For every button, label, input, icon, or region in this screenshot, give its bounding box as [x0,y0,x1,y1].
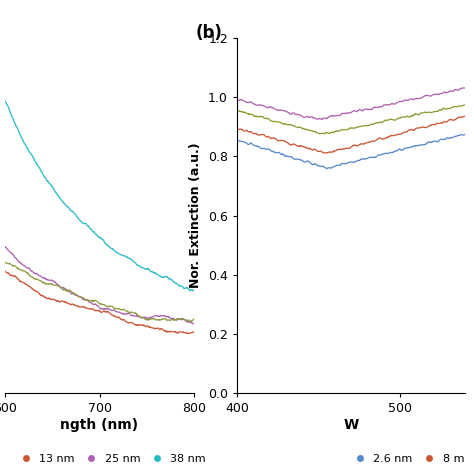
X-axis label: ngth (nm): ngth (nm) [61,418,138,432]
X-axis label: W: W [343,418,358,432]
Y-axis label: Nor. Extinction (a.u.): Nor. Extinction (a.u.) [190,143,202,289]
Legend: 13 nm, 25 nm, 38 nm: 13 nm, 25 nm, 38 nm [10,449,210,468]
Text: (b): (b) [196,24,223,42]
Legend: 2.6 nm, 8 m: 2.6 nm, 8 m [345,449,468,468]
